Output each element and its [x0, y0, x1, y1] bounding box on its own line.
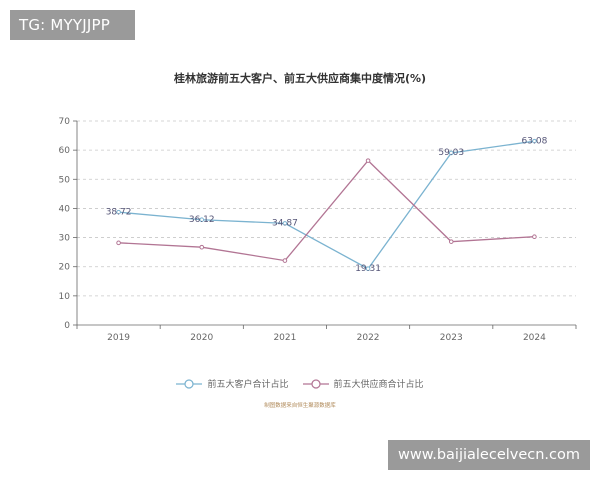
axes: 0 10 20 30 40 50 60 70 2019 2020 2021 2022 2023 2024 — [59, 117, 577, 343]
legend-label: 前五大客户合计占比 — [207, 380, 289, 390]
data-label: 63.08 — [522, 136, 548, 146]
legend: 前五大客户合计占比 前五大供应商合计占比 — [0, 377, 600, 390]
y-tick-label: 70 — [59, 117, 71, 127]
data-point — [116, 209, 121, 215]
site-label: www.baijialecelvecn.com — [388, 440, 590, 470]
y-tick-label: 20 — [59, 263, 71, 273]
data-label: 38.72 — [106, 207, 132, 217]
data-point — [199, 217, 205, 223]
y-tick-label: 30 — [59, 234, 71, 244]
y-tick-label: 0 — [64, 321, 70, 331]
grid-lines — [77, 120, 576, 297]
data-label: 19.31 — [355, 264, 381, 274]
legend-item-1[interactable]: 前五大客户合计占比 — [176, 377, 289, 390]
y-tick-label: 50 — [59, 175, 71, 185]
data-point — [199, 244, 205, 250]
data-point — [448, 239, 454, 244]
legend-marker — [310, 378, 321, 389]
legend-swatch-icon — [302, 378, 329, 389]
data-point — [448, 150, 454, 156]
data-label: 36.12 — [189, 215, 215, 225]
series-line-2 — [118, 159, 535, 262]
x-tick-label: 2020 — [190, 333, 213, 343]
legend-swatch-icon — [176, 378, 203, 389]
x-tick-label: 2024 — [523, 333, 546, 343]
legend-label: 前五大供应商合计占比 — [333, 380, 424, 390]
data-point — [532, 234, 537, 239]
data-point — [282, 221, 288, 226]
x-tick-label: 2023 — [440, 333, 463, 343]
data-point — [365, 158, 371, 163]
source-note: 制图数据来自恒生聚源数据库 — [264, 403, 336, 409]
x-tick-label: 2019 — [107, 333, 130, 343]
watermark-tag: TG: MYYJJPP — [10, 10, 135, 40]
legend-marker — [184, 378, 195, 389]
data-point — [116, 240, 121, 246]
y-tick-label: 40 — [59, 204, 71, 214]
series-line-1 — [118, 140, 535, 270]
y-tick-label: 10 — [59, 292, 71, 302]
data-point — [532, 138, 537, 144]
x-tick-label: 2021 — [273, 333, 296, 343]
data-label: 34.87 — [272, 219, 298, 229]
x-tick-label: 2022 — [357, 333, 380, 343]
data-point — [365, 266, 371, 272]
data-label: 59.03 — [438, 148, 464, 158]
data-point — [282, 258, 288, 263]
legend-item-2[interactable]: 前五大供应商合计占比 — [302, 377, 424, 390]
chart-title: 桂林旅游前五大客户、前五大供应商集中度情况(%) — [173, 72, 427, 85]
data-labels: 38.72 36.12 34.87 19.31 59.03 63.08 — [106, 136, 548, 274]
y-tick-label: 60 — [59, 146, 71, 156]
series-group — [116, 138, 537, 272]
